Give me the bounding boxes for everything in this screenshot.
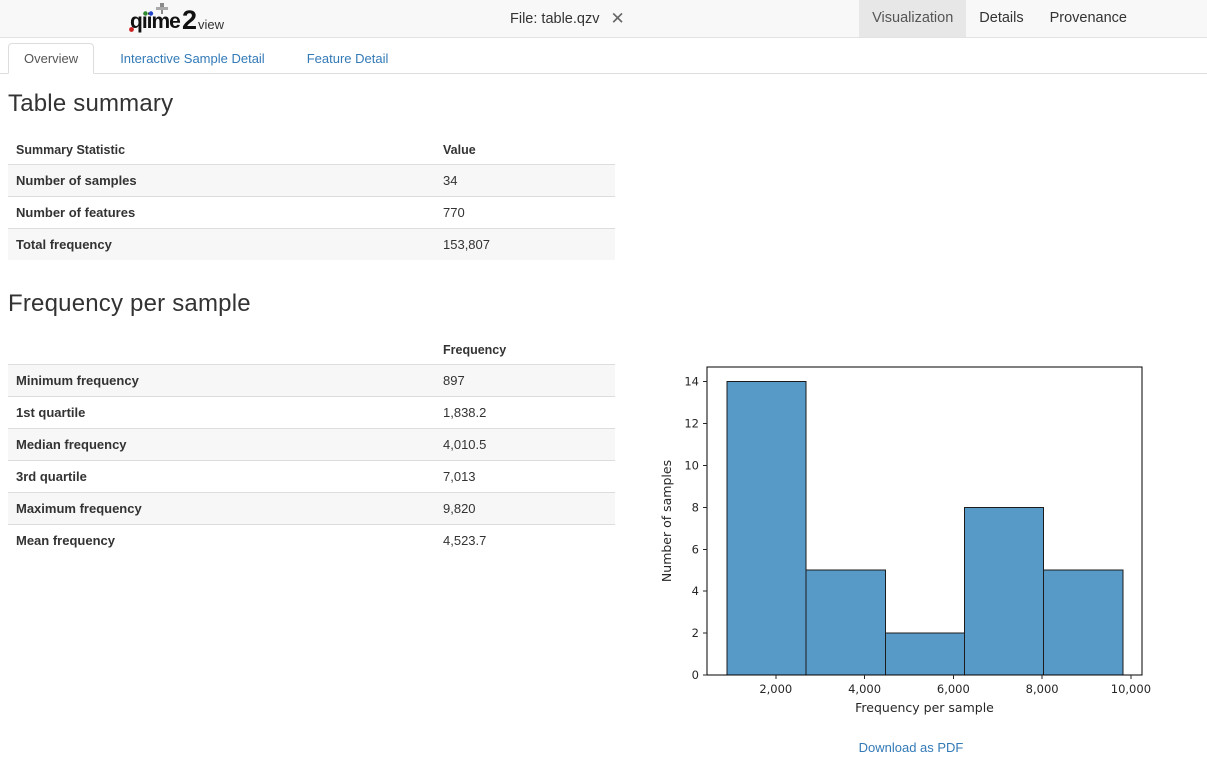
- row-label: Number of samples: [8, 164, 435, 197]
- svg-text:14: 14: [684, 375, 699, 389]
- column-header-frequency: Frequency: [435, 337, 615, 365]
- svg-text:0: 0: [691, 668, 698, 682]
- svg-text:10: 10: [684, 458, 699, 472]
- frequency-per-sample-heading: Frequency per sample: [8, 290, 251, 317]
- tab-bar: Overview Interactive Sample Detail Featu…: [0, 43, 1207, 74]
- row-label: 3rd quartile: [8, 460, 435, 493]
- column-header-value: Value: [435, 137, 615, 165]
- svg-text:Frequency per sample: Frequency per sample: [855, 700, 994, 715]
- row-value: 4,010.5: [435, 428, 615, 461]
- tab-feature-detail[interactable]: Feature Detail: [306, 51, 389, 66]
- svg-text:6,000: 6,000: [936, 682, 969, 696]
- row-value: 34: [435, 164, 615, 197]
- svg-text:12: 12: [684, 417, 699, 431]
- download-as-pdf-link[interactable]: Download as PDF: [858, 740, 964, 755]
- frequency-histogram-svg: 2,000 4,000 6,000 8,000 10,000 0 2 4 6 8 10 12 14 Fre…: [659, 366, 1151, 715]
- row-value: 770: [435, 196, 615, 229]
- header-nav: Visualization Details Provenance: [859, 0, 1140, 37]
- qiime2view-logo[interactable]: qiime 2 view: [128, 3, 246, 40]
- frequency-table: Frequency Minimum frequency 897 1st quar…: [8, 337, 615, 556]
- column-header-summary-statistic: Summary Statistic: [8, 137, 435, 165]
- table-summary-table: Summary Statistic Value Number of sample…: [8, 137, 615, 260]
- row-label: Mean frequency: [16, 533, 115, 548]
- table-row: 1st quartile 1,838.2: [8, 396, 615, 429]
- tab-interactive-sample-detail[interactable]: Interactive Sample Detail: [120, 51, 265, 66]
- nav-item-provenance[interactable]: Provenance: [1049, 10, 1127, 26]
- row-value: 897: [435, 364, 615, 397]
- table-row: Median frequency 4,010.5: [8, 428, 615, 461]
- svg-text:qiime: qiime: [130, 10, 180, 33]
- table-row: Total frequency 153,807: [8, 228, 615, 260]
- row-value: 1,838.2: [435, 396, 615, 429]
- table-summary-heading: Table summary: [8, 90, 174, 117]
- table-row: 3rd quartile 7,013: [8, 460, 615, 493]
- nav-item-details[interactable]: Details: [979, 10, 1024, 26]
- svg-text:8: 8: [691, 500, 698, 514]
- svg-text:2,000: 2,000: [759, 682, 792, 696]
- qiime2view-logo-icon: qiime 2 view: [129, 3, 225, 35]
- table-row: Maximum frequency 9,820: [8, 492, 615, 525]
- app-header: qiime 2 view File: table.qzv ✕ Visualiza…: [0, 0, 1207, 38]
- table-row: Number of features 770: [8, 196, 615, 229]
- svg-text:2: 2: [691, 626, 698, 640]
- row-label: Minimum frequency: [8, 364, 435, 397]
- table-row: Number of samples 34: [8, 164, 615, 197]
- svg-text:10,000: 10,000: [1110, 682, 1150, 696]
- tab-overview[interactable]: Overview: [8, 43, 95, 74]
- nav-item-visualization[interactable]: Visualization: [859, 0, 967, 37]
- row-label: Number of features: [8, 196, 435, 229]
- svg-text:6: 6: [691, 542, 698, 556]
- svg-text:4,000: 4,000: [848, 682, 881, 696]
- main-content: Table summary Summary Statistic Value Nu…: [0, 90, 1207, 755]
- row-value: 4,523.7: [443, 533, 487, 548]
- table-header-row: Frequency: [8, 337, 615, 365]
- svg-text:2: 2: [182, 5, 197, 35]
- svg-text:8,000: 8,000: [1025, 682, 1058, 696]
- row-value: 9,820: [435, 492, 615, 525]
- svg-text:Number of samples: Number of samples: [659, 460, 674, 582]
- table-row: Minimum frequency 897: [8, 364, 615, 397]
- close-icon[interactable]: ✕: [610, 9, 625, 28]
- file-label: File: table.qzv: [510, 10, 600, 27]
- row-label: Maximum frequency: [8, 492, 435, 525]
- table-header-row: Summary Statistic Value: [8, 137, 615, 165]
- chart-panel: 2,000 4,000 6,000 8,000 10,000 0 2 4 6 8 10 12 14 Fre…: [623, 318, 1199, 755]
- svg-text:4: 4: [691, 584, 698, 598]
- column-header-empty: [8, 337, 435, 365]
- row-label: Median frequency: [8, 428, 435, 461]
- row-value: 153,807: [443, 237, 490, 252]
- svg-text:view: view: [198, 17, 225, 32]
- table-row: Mean frequency 4,523.7: [8, 525, 615, 557]
- frequency-section: Frequency Minimum frequency 897 1st quar…: [8, 318, 1199, 755]
- row-value: 7,013: [435, 460, 615, 493]
- row-label: Total frequency: [16, 237, 112, 252]
- row-label: 1st quartile: [8, 396, 435, 429]
